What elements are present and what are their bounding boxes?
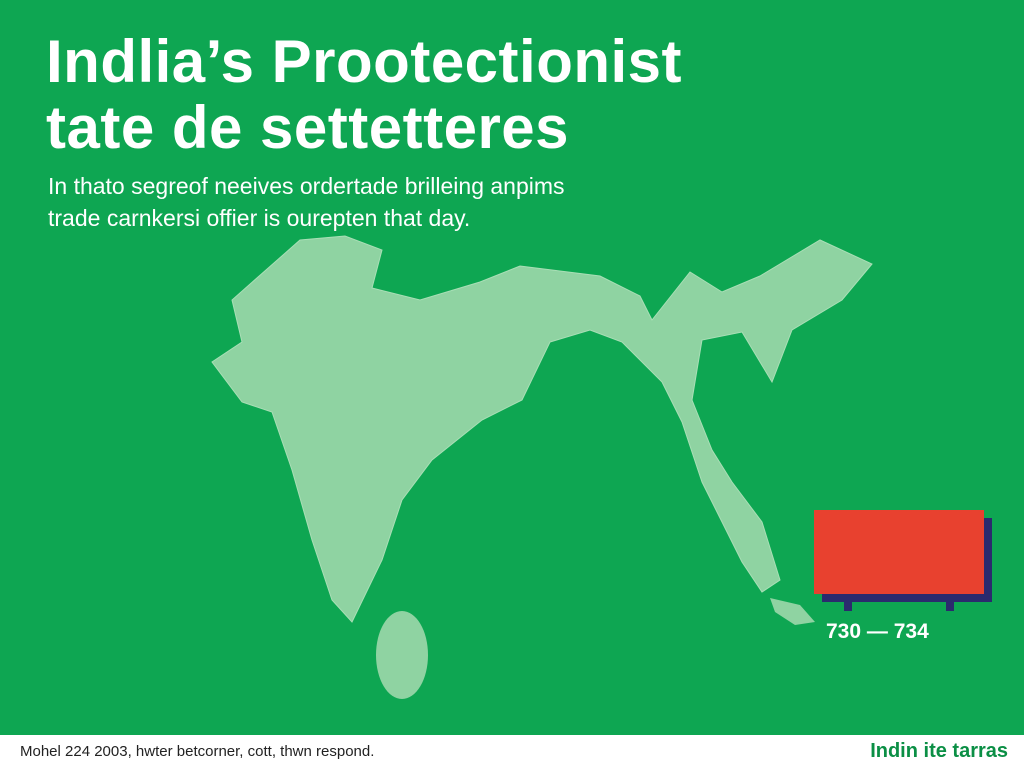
footer-note: Mohel 224 2003, hwter betcorner, cott, t…: [20, 743, 375, 760]
footer-brand: Indin ite tarras: [870, 740, 1008, 762]
subtitle: trade carnkersi offier is ourepten that …: [48, 205, 471, 231]
island: [376, 611, 428, 699]
subtitle: In thato segreof neeives ordertade brill…: [48, 173, 565, 199]
box: [814, 510, 984, 594]
legend-leg: [844, 595, 852, 611]
island: [770, 598, 815, 625]
range-label: 730 — 734: [826, 620, 929, 643]
map: [211, 235, 992, 699]
title: tate de settetteres: [46, 94, 570, 161]
land: [211, 235, 873, 623]
title: Indlia’s Prootectionist: [46, 28, 683, 95]
legend-leg: [946, 595, 954, 611]
footer: Mohel 224 2003, hwter betcorner, cott, t…: [0, 735, 1024, 768]
